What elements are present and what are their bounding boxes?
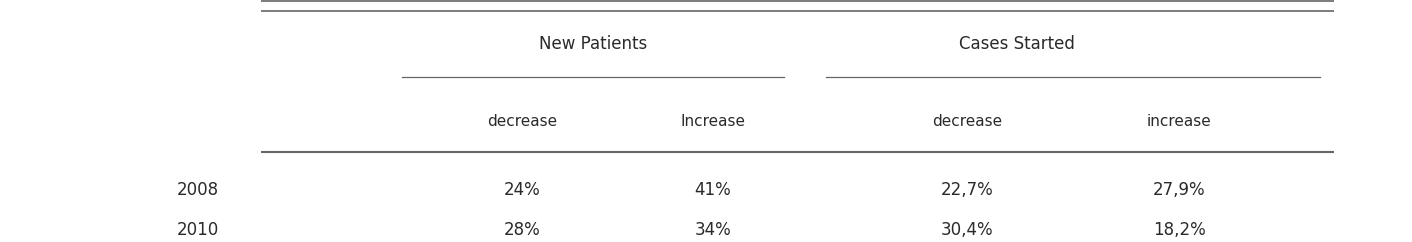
Text: 27,9%: 27,9% (1152, 181, 1206, 199)
Text: 2010: 2010 (176, 221, 219, 239)
Text: 18,2%: 18,2% (1152, 221, 1206, 239)
Text: 22,7%: 22,7% (940, 181, 994, 199)
Text: 24%: 24% (504, 181, 541, 199)
Text: increase: increase (1147, 113, 1211, 129)
Text: New Patients: New Patients (539, 35, 647, 53)
Text: decrease: decrease (487, 113, 558, 129)
Text: 30,4%: 30,4% (940, 221, 994, 239)
Text: decrease: decrease (932, 113, 1003, 129)
Text: Cases Started: Cases Started (959, 35, 1075, 53)
Text: 28%: 28% (504, 221, 541, 239)
Text: 2008: 2008 (176, 181, 219, 199)
Text: Increase: Increase (681, 113, 746, 129)
Text: 41%: 41% (695, 181, 731, 199)
Text: 34%: 34% (695, 221, 731, 239)
